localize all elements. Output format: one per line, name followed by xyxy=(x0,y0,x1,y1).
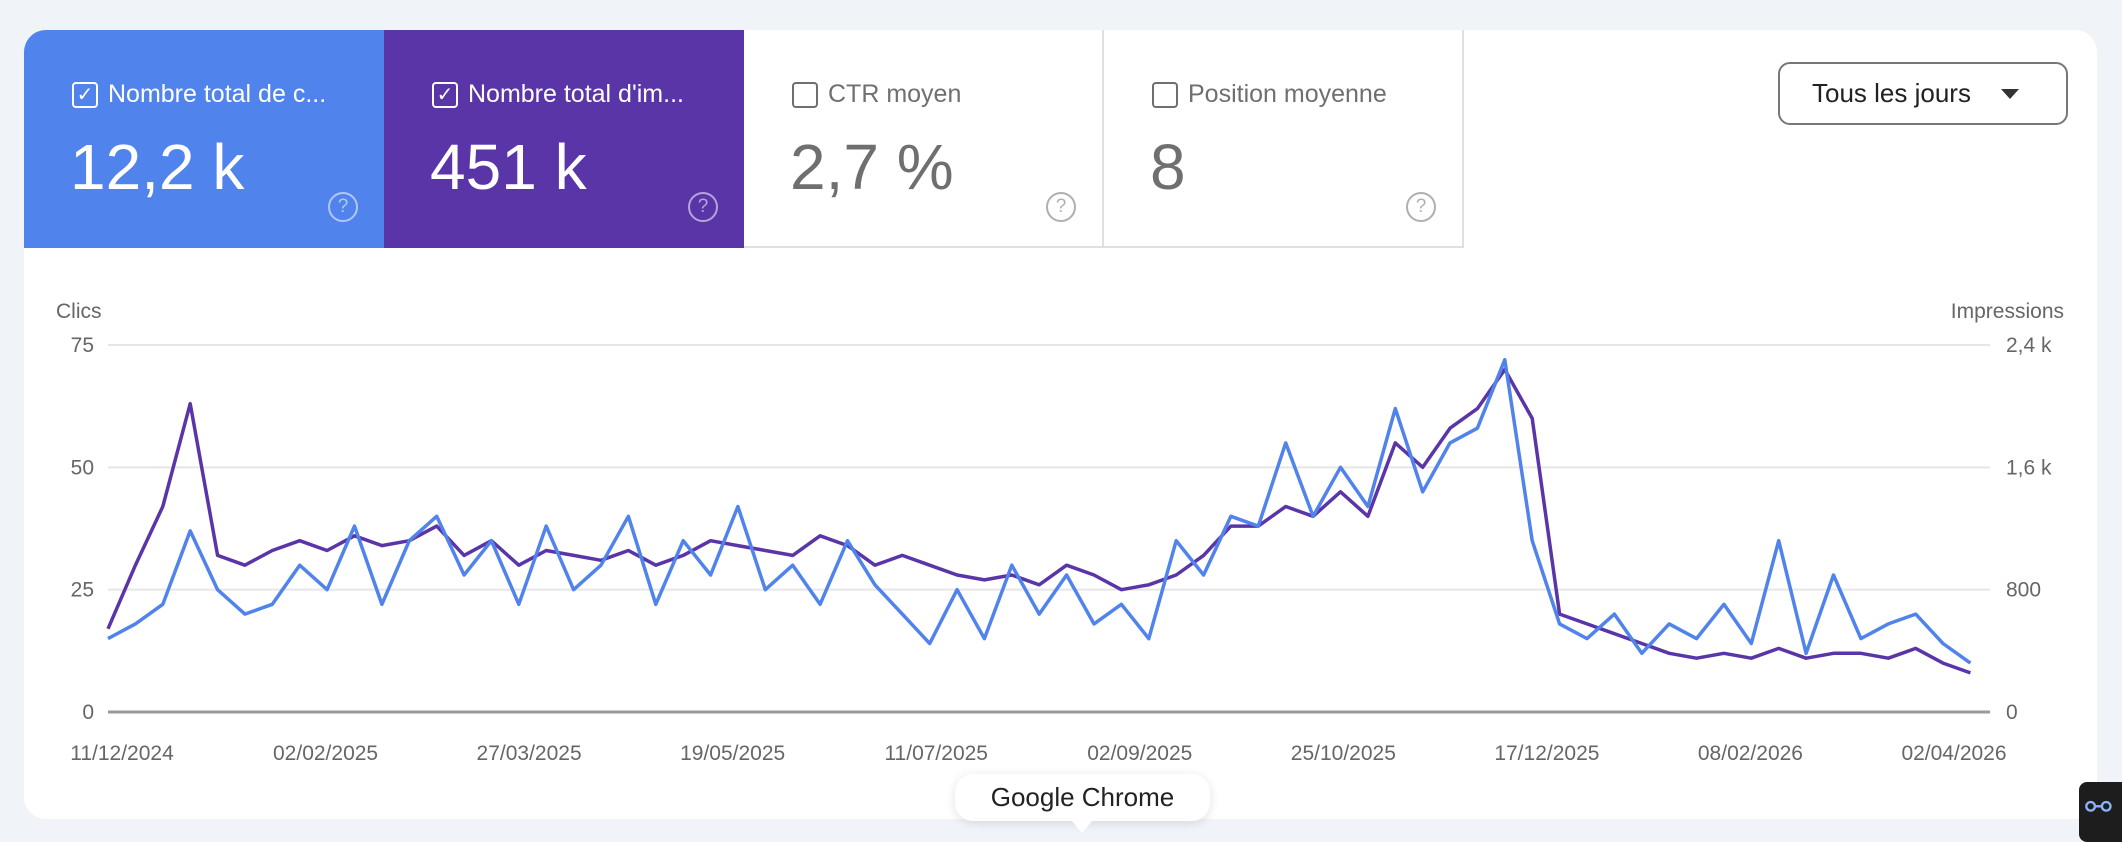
metric-label: Nombre total d'im... xyxy=(468,80,684,108)
help-icon[interactable]: ? xyxy=(1406,192,1436,222)
x-tick: 27/03/2025 xyxy=(477,742,582,765)
checkbox-unchecked-icon[interactable] xyxy=(1152,81,1178,108)
metric-tile-position[interactable]: Position moyenne 8 ? xyxy=(1104,30,1464,248)
series-line-clics xyxy=(107,357,1972,665)
x-tick: 25/10/2025 xyxy=(1291,742,1396,765)
x-tick: 08/02/2026 xyxy=(1698,742,1803,765)
y-tick-right: 1,6 k xyxy=(2006,456,2052,479)
x-tick: 02/04/2026 xyxy=(1901,742,2006,765)
y-tick-left: 75 xyxy=(71,334,94,357)
metric-tile-clicks[interactable]: ✓ Nombre total de c... 12,2 k ? xyxy=(24,30,384,248)
y-axis-title-right: Impressions xyxy=(1951,300,2064,323)
y-tick-left: 50 xyxy=(71,456,94,479)
metric-label: Position moyenne xyxy=(1188,80,1387,108)
performance-card: ✓ Nombre total de c... 12,2 k ? ✓ Nombre t… xyxy=(24,30,2097,819)
y-tick-right: 800 xyxy=(2006,579,2041,602)
x-tick: 19/05/2025 xyxy=(680,742,785,765)
dropdown-label: Tous les jours xyxy=(1812,78,1971,108)
metric-tile-impressions[interactable]: ✓ Nombre total d'im... 451 k ? xyxy=(384,30,744,248)
y-tick-left: 0 xyxy=(82,701,94,724)
metric-value: 12,2 k xyxy=(70,131,245,203)
x-tick: 02/02/2025 xyxy=(273,742,378,765)
metric-value: 2,7 % xyxy=(790,131,954,203)
tooltip: Google Chrome xyxy=(955,774,1210,833)
help-icon[interactable]: ? xyxy=(1046,192,1076,222)
series-line-impressions xyxy=(106,367,1971,675)
x-tick: 17/12/2025 xyxy=(1494,742,1599,765)
metric-tile-ctr[interactable]: CTR moyen 2,7 % ? xyxy=(744,30,1104,248)
y-tick-right: 2,4 k xyxy=(2006,334,2052,357)
y-tick-right: 0 xyxy=(2006,701,2018,724)
metric-label: Nombre total de c... xyxy=(108,80,327,108)
x-tick: 11/12/2024 xyxy=(70,742,174,765)
help-icon[interactable]: ? xyxy=(688,192,718,222)
metric-value: 451 k xyxy=(430,131,587,203)
x-tick: 11/07/2025 xyxy=(884,742,988,765)
y-axis-title-left: Clics xyxy=(56,300,102,323)
metric-value: 8 xyxy=(1150,131,1186,203)
date-granularity-dropdown[interactable]: Tous les jours xyxy=(1778,62,2068,125)
x-tick: 02/09/2025 xyxy=(1087,742,1192,765)
extension-icon[interactable]: ⚯ xyxy=(2079,782,2122,842)
help-icon[interactable]: ? xyxy=(328,192,358,222)
checkbox-checked-icon[interactable]: ✓ xyxy=(72,81,98,108)
checkbox-unchecked-icon[interactable] xyxy=(792,81,818,108)
performance-chart: Clics Impressions 0 0 25 800 50 1,6 k 75 2,4 k 11/… xyxy=(56,300,2064,765)
metric-label: CTR moyen xyxy=(828,80,962,108)
y-tick-left: 25 xyxy=(71,579,94,602)
caret-down-icon xyxy=(2000,88,2019,99)
checkbox-checked-icon[interactable]: ✓ xyxy=(432,81,458,108)
